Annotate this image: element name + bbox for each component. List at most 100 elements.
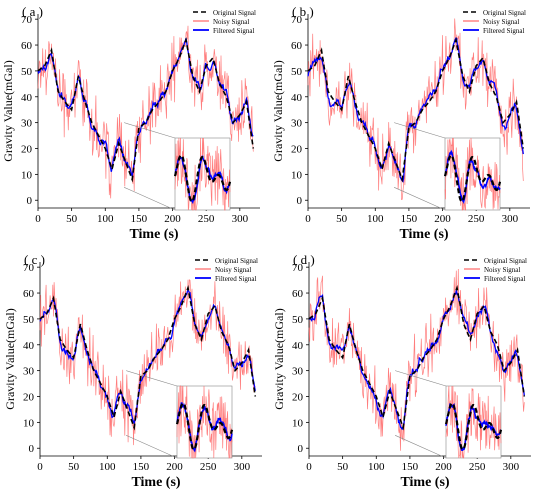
inset-series-noisy-signal (176, 385, 233, 459)
y-tick-label: 20 (21, 144, 33, 156)
x-tick-label: 150 (131, 213, 148, 225)
x-tick-label: 50 (336, 213, 348, 225)
inset-series-original-signal (173, 154, 232, 203)
legend-label: Noisy Signal (484, 266, 520, 274)
inset-connector (125, 435, 178, 459)
x-tick-label: 200 (434, 213, 451, 225)
legend-label: Filtered Signal (215, 275, 256, 283)
x-axis-label: Time (s) (131, 475, 180, 490)
y-tick-label: 20 (292, 392, 304, 404)
x-tick-label: 0 (35, 213, 41, 225)
x-tick-label: 50 (68, 461, 80, 473)
inset-connector (123, 187, 176, 211)
y-tick-label: 70 (23, 262, 35, 274)
x-tick-label: 250 (469, 461, 486, 473)
panel-0: ( a )0 50 100 150 200 250 300010203040506070Ti… (1, 4, 260, 242)
y-tick-label: 50 (21, 66, 33, 78)
x-tick-label: 250 (200, 461, 217, 473)
x-tick-label: 50 (66, 213, 78, 225)
legend-label: Noisy Signal (483, 18, 519, 26)
inset-connector (395, 370, 447, 387)
y-tick-label: 0 (297, 195, 303, 207)
x-tick-label: 50 (337, 461, 349, 473)
y-tick-label: 10 (292, 417, 304, 429)
legend-label: Original Signal (213, 9, 256, 17)
legend-label: Filtered Signal (483, 27, 524, 35)
x-tick-label: 250 (468, 213, 485, 225)
x-tick-label: 100 (99, 461, 116, 473)
inset-series-original-signal (444, 402, 503, 451)
inset-series-noisy-signal (174, 137, 231, 211)
y-tick-label: 0 (27, 195, 33, 207)
y-tick-label: 10 (21, 169, 33, 181)
x-axis-label: Time (s) (400, 475, 449, 490)
series-filtered-signal (37, 38, 254, 177)
x-tick-label: 200 (166, 461, 183, 473)
y-axis-label: Gravity Value(mGal) (1, 60, 15, 161)
x-tick-label: 300 (234, 461, 251, 473)
legend-label: Original Signal (483, 9, 526, 17)
x-tick-label: 0 (37, 461, 43, 473)
panel-1: ( b )0 50 100 150 200 250 300010203040506070Ti… (271, 4, 530, 242)
y-tick-label: 10 (23, 417, 35, 429)
x-tick-label: 300 (502, 213, 519, 225)
inset-connector (394, 435, 447, 459)
y-tick-label: 0 (29, 443, 35, 455)
x-tick-label: 100 (368, 461, 385, 473)
inset-series-original-signal (443, 154, 502, 203)
legend-label: Noisy Signal (213, 18, 249, 26)
y-tick-label: 30 (291, 118, 303, 130)
y-tick-label: 20 (291, 144, 303, 156)
x-tick-label: 200 (164, 213, 181, 225)
x-tick-label: 0 (306, 461, 312, 473)
inset-connector (393, 187, 446, 211)
y-axis-label: Gravity Value(mGal) (271, 60, 285, 161)
y-tick-label: 70 (21, 14, 33, 26)
x-tick-label: 100 (367, 213, 384, 225)
y-tick-label: 60 (292, 288, 304, 300)
x-tick-label: 300 (232, 213, 249, 225)
y-tick-label: 30 (292, 366, 304, 378)
y-tick-label: 60 (21, 40, 33, 52)
legend-label: Noisy Signal (215, 266, 251, 274)
y-tick-label: 50 (23, 314, 35, 326)
y-tick-label: 20 (23, 392, 35, 404)
inset-connector (124, 122, 176, 139)
panel-3: ( d )0 50 100 150 200 250 300010203040506070Ti… (272, 252, 531, 490)
x-tick-label: 150 (401, 213, 418, 225)
y-tick-label: 50 (291, 66, 303, 78)
y-tick-label: 60 (291, 40, 303, 52)
y-axis-label: Gravity Value(mGal) (272, 308, 286, 409)
legend-label: Original Signal (484, 257, 527, 265)
inset-connector (126, 370, 178, 387)
x-tick-label: 250 (198, 213, 215, 225)
x-tick-label: 300 (503, 461, 520, 473)
y-tick-label: 40 (291, 92, 303, 104)
panel-2: ( c )0 50 100 150 200 250 300010203040506070Ti… (3, 252, 262, 490)
x-tick-label: 150 (402, 461, 419, 473)
y-tick-label: 60 (23, 288, 35, 300)
x-axis-label: Time (s) (399, 227, 448, 242)
inset-series-filtered-signal (445, 402, 502, 452)
y-tick-label: 70 (292, 262, 304, 274)
y-axis-label: Gravity Value(mGal) (3, 308, 17, 409)
legend-label: Filtered Signal (213, 27, 254, 35)
series-filtered-signal (308, 290, 525, 430)
inset-series-original-signal (175, 402, 234, 451)
y-tick-label: 70 (291, 14, 303, 26)
y-tick-label: 50 (292, 314, 304, 326)
inset-series-noisy-signal (445, 385, 502, 459)
y-tick-label: 40 (292, 340, 304, 352)
x-tick-label: 200 (435, 461, 452, 473)
x-tick-label: 100 (97, 213, 114, 225)
y-tick-label: 30 (21, 118, 33, 130)
inset-connector (394, 122, 446, 139)
y-tick-label: 30 (23, 366, 35, 378)
legend-label: Filtered Signal (484, 275, 525, 283)
y-tick-label: 40 (23, 340, 35, 352)
y-tick-label: 10 (291, 169, 303, 181)
legend-label: Original Signal (215, 257, 258, 265)
x-tick-label: 0 (305, 213, 311, 225)
x-axis-label: Time (s) (129, 227, 178, 242)
